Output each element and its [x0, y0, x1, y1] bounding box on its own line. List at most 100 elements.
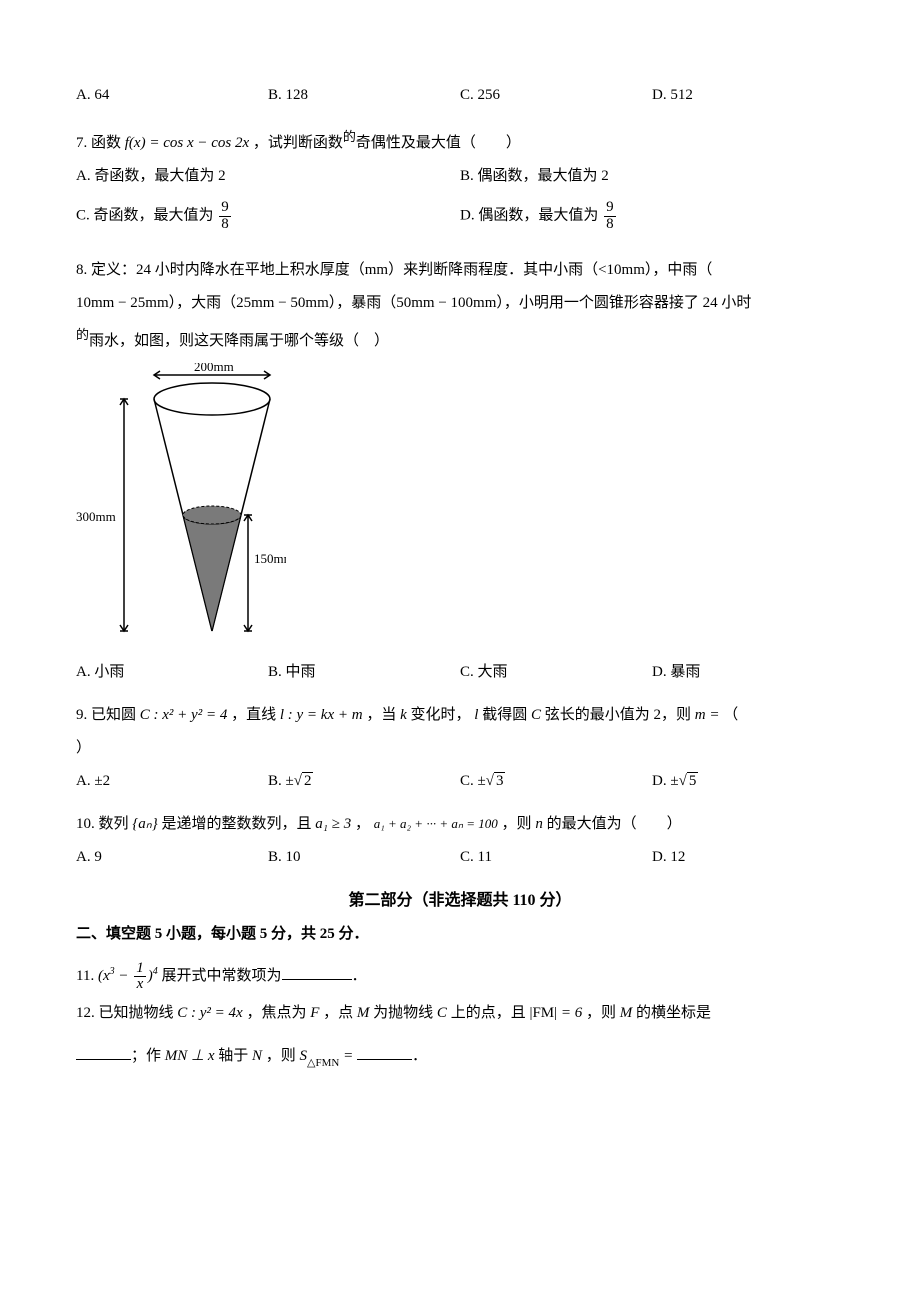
q9-number: 9. — [76, 707, 87, 723]
q8-cone-figure: 200mm 300mm 150mm — [76, 363, 286, 653]
q9-options: A. ±2 B. ±2 C. ±3 D. ±5 — [76, 768, 844, 795]
q12-t6: ，则 — [586, 1005, 616, 1021]
q6-option-d: D. 512 — [652, 82, 844, 109]
frac-den: 8 — [219, 216, 231, 233]
q8-text1: 定义：24 小时内降水在平地上积水厚度（mm）来判断降雨程度．其中小雨（<10m… — [91, 262, 712, 278]
q10-t4: ，则 — [502, 816, 532, 832]
blank — [76, 1044, 131, 1060]
q12-l2b: 轴于 — [218, 1048, 248, 1064]
q7-option-c: C. 奇函数，最大值为 98 — [76, 200, 460, 233]
q7-option-b: B. 偶函数，最大值为 2 — [460, 163, 844, 190]
q9-stem: 9. 已知圆 C : x² + y² = 4 ，直线 l : y = kx + … — [76, 702, 844, 729]
q11-period: ． — [352, 968, 367, 984]
q9-close-paren: ） — [76, 740, 91, 756]
option-val: 9 — [94, 849, 102, 865]
option-label: A. — [76, 168, 94, 184]
q10-t3: ， — [355, 816, 370, 832]
expr-minus: − — [115, 968, 133, 984]
option-text: 暴雨 — [670, 664, 700, 680]
q9-option-a: A. ±2 — [76, 768, 268, 795]
figure-left-label: 300mm — [76, 509, 116, 524]
q6-option-b: B. 128 — [268, 82, 460, 109]
q10-cond2: a₁ + a₂ + ··· + aₙ = 100 — [374, 816, 498, 831]
q9-t5: 截得圆 — [482, 707, 527, 723]
q12-M: M — [357, 1005, 370, 1021]
math: C : x² + y² = 4 — [140, 707, 228, 723]
option-label: D. — [652, 87, 670, 103]
q12-F: F — [310, 1005, 319, 1021]
q6-option-c: C. 256 — [460, 82, 652, 109]
q8-option-d: D. 暴雨 — [652, 659, 844, 686]
part2-subheading: 二、填空题 5 小题，每小题 5 分，共 25 分． — [76, 921, 844, 948]
blank — [282, 964, 352, 980]
radicand: 5 — [687, 772, 699, 789]
q8-option-a: A. 小雨 — [76, 659, 268, 686]
option-label: C. — [460, 87, 478, 103]
option-val: 12 — [670, 849, 685, 865]
pm: ± — [478, 773, 486, 789]
q12-stem: 12. 已知抛物线 C : y² = 4x ，焦点为 F ，点 M 为抛物线 C… — [76, 1000, 844, 1027]
q7-stem: 7. 函数 f(x) = cos x − cos 2x ，试判断函数的奇偶性及最… — [76, 125, 844, 157]
q12-M2: M — [620, 1005, 633, 1021]
option-text: 奇函数，最大值为 — [94, 208, 214, 224]
option-text: 偶函数，最大值为 — [478, 208, 598, 224]
q12-t2: ，焦点为 — [246, 1005, 306, 1021]
q12-t7: 的横坐标是 — [636, 1005, 711, 1021]
q12-number: 12. — [76, 1005, 95, 1021]
option-label: C. — [460, 664, 478, 680]
q10-t2: 是递增的整数数列，且 — [162, 816, 312, 832]
option-text: 中雨 — [286, 664, 316, 680]
q12-t4: 为抛物线 — [373, 1005, 433, 1021]
q7-func: f(x) = cos x − cos 2x — [125, 135, 249, 151]
tri-sub: △FMN — [307, 1057, 339, 1069]
q9-C: C — [531, 707, 541, 723]
frac-den: 8 — [604, 216, 616, 233]
q10-t5: 的最大值为（ ） — [547, 816, 682, 832]
q8-option-c: C. 大雨 — [460, 659, 652, 686]
q10-number: 10. — [76, 816, 95, 832]
expr-left: (x — [98, 968, 110, 984]
fraction-1-x: 1x — [134, 961, 146, 994]
q10-n: n — [535, 816, 543, 832]
q8-options: A. 小雨 B. 中雨 C. 大雨 D. 暴雨 — [76, 659, 844, 686]
q12-tri: △FMN — [307, 1058, 339, 1069]
q8-text3: 雨水，如图，则这天降雨属于哪个等级（ ） — [89, 333, 389, 349]
expr-sup2: 4 — [153, 966, 158, 977]
q12-perp: MN ⊥ x — [165, 1048, 215, 1064]
q8-stem-line3: 的雨水，如图，则这天降雨属于哪个等级（ ） — [76, 323, 844, 355]
option-label: A. — [76, 664, 94, 680]
q9-option-b: B. ±2 — [268, 768, 460, 795]
option-label: A. — [76, 849, 94, 865]
blank — [357, 1044, 412, 1060]
q10-cond1: a₁ ≥ 3 — [315, 816, 351, 832]
pm: ± — [670, 773, 678, 789]
pm: ± — [286, 773, 294, 789]
q9-m: m = — [695, 707, 720, 723]
q9-option-d: D. ±5 — [652, 768, 844, 795]
option-value: 64 — [94, 87, 109, 103]
radicand: 3 — [494, 772, 506, 789]
q12-line2: ；作 MN ⊥ x 轴于 N ，则 S△FMN = ． — [76, 1043, 844, 1072]
option-label: B. — [268, 664, 286, 680]
q9-close: ） — [76, 735, 844, 762]
option-label: B. — [268, 849, 286, 865]
q10-stem: 10. 数列 {aₙ} 是递增的整数数列，且 a₁ ≥ 3 ， a₁ + a₂ … — [76, 811, 844, 838]
sqrt: 2 — [294, 768, 314, 795]
q8-option-b: B. 中雨 — [268, 659, 460, 686]
q10-options: A. 9 B. 10 C. 11 D. 12 — [76, 844, 844, 871]
q8-text2: 10mm − 25mm），大雨（25mm − 50mm），暴雨（50mm − 1… — [76, 295, 751, 311]
option-label: D. — [652, 664, 670, 680]
q11-number: 11. — [76, 968, 94, 984]
q11-tail: 展开式中常数项为 — [161, 968, 281, 984]
q12-t1: 已知抛物线 — [99, 1005, 174, 1021]
q9-line: l : y = kx + m — [280, 707, 366, 723]
q7-text3: 奇偶性及最大值（ ） — [356, 135, 521, 151]
q12-S: S — [300, 1048, 308, 1064]
option-label: C. — [460, 849, 478, 865]
option-label: B. — [268, 87, 286, 103]
q7-options: A. 奇函数，最大值为 2 B. 偶函数，最大值为 2 C. 奇函数，最大值为 … — [76, 163, 844, 243]
option-value: 512 — [670, 87, 693, 103]
q10-set: {aₙ} — [132, 816, 157, 832]
q8-stem-line2: 10mm − 25mm），大雨（25mm − 50mm），暴雨（50mm − 1… — [76, 290, 844, 317]
option-label: C. — [76, 208, 94, 224]
